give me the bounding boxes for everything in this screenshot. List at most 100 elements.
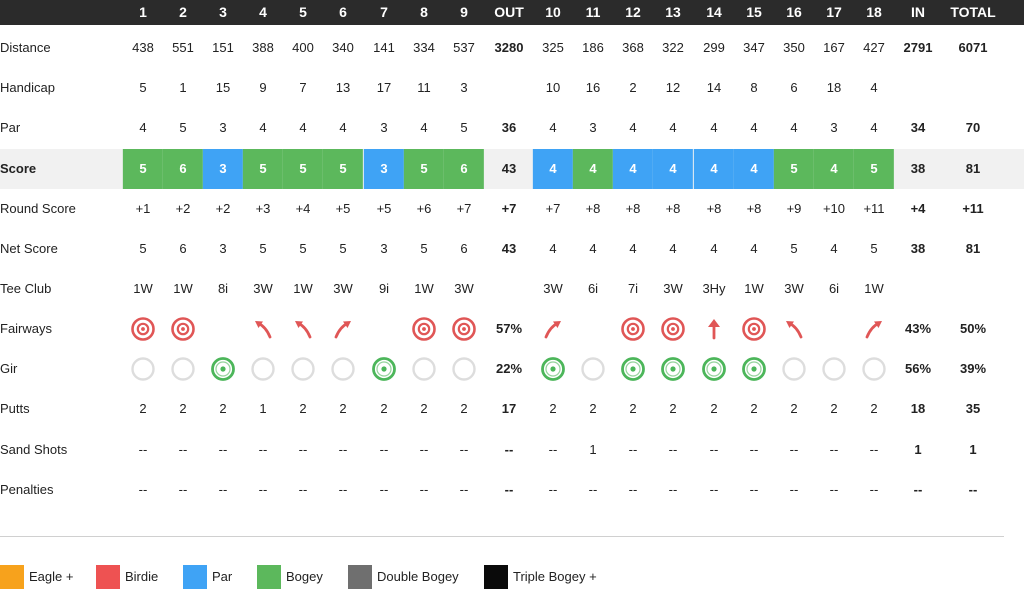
sand-shots-hole-11: 1	[589, 442, 597, 457]
par-hole-13: 4	[669, 120, 677, 135]
score-hole-12: 4	[612, 149, 654, 189]
distance-hole-7: 141	[373, 40, 395, 55]
distance-hole-15: 347	[743, 40, 765, 55]
round-score-in: +4	[910, 201, 926, 216]
fairway-hit-target-icon	[123, 309, 163, 349]
fairway-hit-target-icon	[404, 309, 444, 349]
score-hole-18: 5	[853, 149, 895, 189]
putts-hole-16: 2	[790, 401, 798, 416]
handicap-hole-14: 14	[706, 80, 722, 95]
sand-shots-hole-4: --	[258, 442, 268, 457]
sand-shots-hole-7: --	[379, 442, 389, 457]
score-hole-13: 4	[652, 149, 694, 189]
putts-hole-8: 2	[420, 401, 428, 416]
tee-club-hole-11: 6i	[587, 281, 599, 296]
net-score-hole-18: 5	[870, 241, 878, 256]
par-hole-17: 3	[830, 120, 838, 135]
tee-club-hole-18: 1W	[864, 281, 884, 296]
penalties-hole-10: --	[548, 482, 558, 497]
gir-hit-icon	[734, 349, 774, 389]
penalties-hole-5: --	[298, 482, 308, 497]
row-label-tee-club: Tee Club	[0, 281, 52, 296]
round-score-hole-10: +7	[545, 201, 561, 216]
tee-club-hole-4: 3W	[253, 281, 273, 296]
round-score-hole-17: +10	[822, 201, 846, 216]
penalties-hole-18: --	[869, 482, 879, 497]
handicap-hole-8: 11	[417, 80, 431, 95]
gir-miss-icon	[774, 349, 814, 389]
sand-shots-hole-10: --	[548, 442, 558, 457]
gir-hit-icon	[203, 349, 243, 389]
legend-divider	[0, 536, 1004, 537]
par-hole-18: 4	[870, 120, 878, 135]
header-hole-12: 12	[625, 4, 641, 20]
header-hole-2: 2	[179, 4, 187, 20]
putts-hole-12: 2	[629, 401, 637, 416]
net-score-hole-4: 5	[259, 241, 267, 256]
par-hole-4: 4	[259, 120, 267, 135]
putts-hole-1: 2	[139, 401, 147, 416]
distance-hole-18: 427	[863, 40, 885, 55]
fairway-hit-target-icon	[444, 309, 484, 349]
round-score-hole-1: +1	[135, 201, 151, 216]
round-score-out: +7	[501, 201, 517, 216]
penalties-hole-14: --	[709, 482, 719, 497]
penalties-hole-13: --	[668, 482, 678, 497]
round-score-hole-18: +11	[863, 201, 885, 216]
distance-hole-10: 325	[542, 40, 564, 55]
par-in: 34	[910, 120, 926, 135]
net-score-hole-16: 5	[790, 241, 798, 256]
fairway-miss-right-arrow-icon	[323, 309, 363, 349]
handicap-hole-12: 2	[629, 80, 637, 95]
distance-hole-2: 551	[172, 40, 194, 55]
putts-hole-3: 2	[219, 401, 227, 416]
tee-club-hole-10: 3W	[543, 281, 563, 296]
distance-hole-1: 438	[132, 40, 154, 55]
header-hole-17: 17	[826, 4, 842, 20]
handicap-hole-13: 12	[665, 80, 681, 95]
par-hole-11: 3	[589, 120, 597, 135]
handicap-hole-11: 16	[585, 80, 601, 95]
putts-hole-2: 2	[179, 401, 187, 416]
net-score-hole-9: 6	[460, 241, 468, 256]
net-score-hole-12: 4	[629, 241, 637, 256]
putts-hole-7: 2	[380, 401, 388, 416]
legend-swatch	[484, 565, 508, 589]
net-score-in: 38	[910, 241, 926, 256]
fairway-hit-target-icon	[613, 309, 653, 349]
fairway-miss-right-arrow-icon	[533, 309, 573, 349]
legend-label: Bogey	[286, 569, 323, 584]
row-penalties: Penalties -- -- -- -- -- -- -- -- -- -- -- -- -- -- -- -…	[0, 470, 1024, 510]
tee-club-hole-7: 9i	[378, 281, 390, 296]
row-score: Score 5 6 3 5 5 5 3 5 6 4 4 4 4 4 4 5 4 5 43 38 81	[0, 149, 1024, 189]
header-hole-4: 4	[259, 4, 267, 20]
row-gir: Gir 22% 56% 39%	[0, 349, 1024, 389]
score-hole-8: 5	[403, 149, 445, 189]
tee-club-hole-15: 1W	[744, 281, 764, 296]
row-label-penalties: Penalties	[0, 482, 54, 497]
par-hole-12: 4	[629, 120, 637, 135]
row-fairways: Fairways 57% 43% 50%	[0, 309, 1024, 349]
gir-out: 22%	[495, 361, 523, 376]
score-hole-2: 6	[162, 149, 204, 189]
net-score-hole-15: 4	[750, 241, 758, 256]
net-score-hole-10: 4	[549, 241, 557, 256]
header-in: IN	[911, 4, 925, 20]
legend-label: Par	[212, 569, 233, 584]
row-label-score: Score	[0, 161, 37, 176]
fairway-miss-left-arrow-icon	[243, 309, 283, 349]
row-label-handicap: Handicap	[0, 80, 55, 95]
fairway-miss-left-arrow-icon	[774, 309, 814, 349]
gir-hit-icon	[364, 349, 404, 389]
tee-club-hole-8: 1W	[414, 281, 434, 296]
gir-miss-icon	[404, 349, 444, 389]
net-score-hole-2: 6	[179, 241, 187, 256]
gir-hit-icon	[533, 349, 573, 389]
distance-hole-5: 400	[292, 40, 314, 55]
round-score-hole-16: +9	[786, 201, 802, 216]
sand-shots-hole-12: --	[628, 442, 638, 457]
score-hole-16: 5	[773, 149, 815, 189]
fairway-miss-long-arrow-icon	[694, 309, 734, 349]
distance-hole-12: 368	[622, 40, 644, 55]
legend-swatch	[348, 565, 372, 589]
